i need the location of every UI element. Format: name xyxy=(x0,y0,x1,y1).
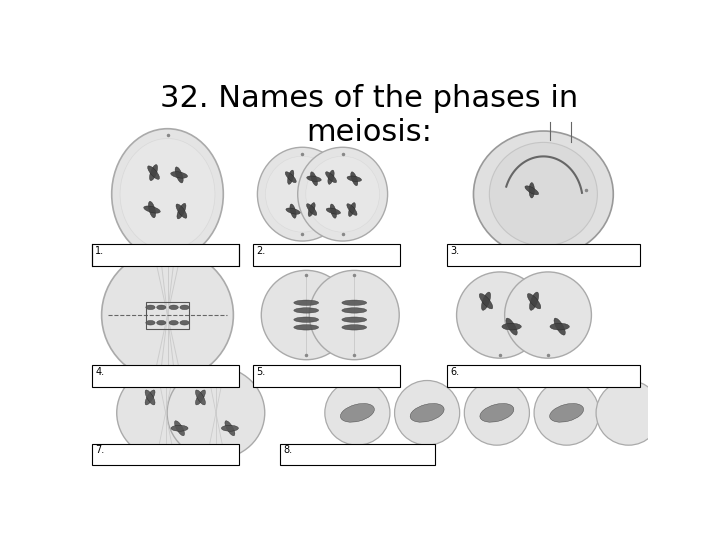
Ellipse shape xyxy=(144,206,161,213)
Ellipse shape xyxy=(464,381,529,445)
Ellipse shape xyxy=(221,426,238,431)
Ellipse shape xyxy=(525,186,539,195)
FancyBboxPatch shape xyxy=(253,244,400,266)
Ellipse shape xyxy=(287,170,294,184)
Ellipse shape xyxy=(410,403,444,422)
Ellipse shape xyxy=(527,294,541,309)
Text: 4.: 4. xyxy=(96,367,104,376)
Ellipse shape xyxy=(117,367,215,459)
Ellipse shape xyxy=(480,294,492,309)
Ellipse shape xyxy=(348,202,356,217)
Ellipse shape xyxy=(180,305,189,309)
Ellipse shape xyxy=(176,204,187,218)
FancyBboxPatch shape xyxy=(253,365,400,387)
Ellipse shape xyxy=(258,147,347,241)
Ellipse shape xyxy=(529,183,534,198)
Ellipse shape xyxy=(169,320,179,325)
Ellipse shape xyxy=(169,305,179,309)
Ellipse shape xyxy=(157,320,166,325)
Ellipse shape xyxy=(306,156,379,232)
Ellipse shape xyxy=(325,172,336,183)
Ellipse shape xyxy=(145,390,155,405)
Ellipse shape xyxy=(505,272,591,358)
Ellipse shape xyxy=(225,421,235,436)
FancyBboxPatch shape xyxy=(446,365,640,387)
Ellipse shape xyxy=(342,308,366,313)
Ellipse shape xyxy=(529,292,539,310)
Ellipse shape xyxy=(180,320,189,325)
Ellipse shape xyxy=(261,271,351,360)
Ellipse shape xyxy=(480,403,514,422)
Ellipse shape xyxy=(294,300,319,306)
Ellipse shape xyxy=(347,176,361,181)
Ellipse shape xyxy=(167,367,265,459)
Ellipse shape xyxy=(294,325,319,330)
Ellipse shape xyxy=(310,271,399,360)
Ellipse shape xyxy=(195,390,205,405)
Text: 32. Names of the phases in
meiosis:: 32. Names of the phases in meiosis: xyxy=(160,84,578,147)
Ellipse shape xyxy=(596,381,661,445)
Ellipse shape xyxy=(145,390,155,405)
Ellipse shape xyxy=(506,318,517,335)
Text: 1.: 1. xyxy=(96,246,104,256)
Ellipse shape xyxy=(290,204,296,218)
Ellipse shape xyxy=(307,204,317,215)
Ellipse shape xyxy=(351,172,358,186)
Ellipse shape xyxy=(550,323,570,330)
Ellipse shape xyxy=(171,172,187,178)
Ellipse shape xyxy=(148,201,156,218)
Ellipse shape xyxy=(145,320,155,325)
Ellipse shape xyxy=(286,208,300,214)
Ellipse shape xyxy=(330,204,336,218)
Ellipse shape xyxy=(342,325,366,330)
Ellipse shape xyxy=(150,165,158,180)
Ellipse shape xyxy=(195,390,205,405)
Ellipse shape xyxy=(342,300,366,306)
Ellipse shape xyxy=(328,170,334,184)
Ellipse shape xyxy=(157,305,166,309)
Ellipse shape xyxy=(325,381,390,445)
Ellipse shape xyxy=(490,143,598,246)
Ellipse shape xyxy=(326,208,341,214)
Ellipse shape xyxy=(174,421,184,436)
Ellipse shape xyxy=(308,202,315,217)
Ellipse shape xyxy=(145,305,155,309)
Ellipse shape xyxy=(285,172,296,183)
Ellipse shape xyxy=(395,381,459,445)
Text: 2.: 2. xyxy=(256,246,266,256)
Ellipse shape xyxy=(294,308,319,313)
FancyBboxPatch shape xyxy=(446,244,640,266)
Ellipse shape xyxy=(120,139,215,250)
Ellipse shape xyxy=(266,156,339,232)
Ellipse shape xyxy=(342,317,366,322)
Ellipse shape xyxy=(310,172,318,186)
Ellipse shape xyxy=(347,204,357,215)
Ellipse shape xyxy=(148,166,160,179)
Ellipse shape xyxy=(307,176,321,181)
Ellipse shape xyxy=(175,167,183,183)
Ellipse shape xyxy=(456,272,544,358)
Ellipse shape xyxy=(341,403,374,422)
Ellipse shape xyxy=(294,317,319,322)
FancyBboxPatch shape xyxy=(280,444,435,465)
Ellipse shape xyxy=(297,147,387,241)
FancyBboxPatch shape xyxy=(91,244,239,266)
Ellipse shape xyxy=(482,292,490,310)
Text: 3.: 3. xyxy=(451,246,459,256)
Ellipse shape xyxy=(534,381,599,445)
Ellipse shape xyxy=(554,318,565,335)
Text: 8.: 8. xyxy=(284,445,293,455)
Ellipse shape xyxy=(549,403,584,422)
Ellipse shape xyxy=(102,249,233,381)
Ellipse shape xyxy=(177,204,186,219)
FancyBboxPatch shape xyxy=(91,365,239,387)
Text: 7.: 7. xyxy=(96,445,104,455)
Ellipse shape xyxy=(474,131,613,257)
FancyBboxPatch shape xyxy=(91,444,239,465)
Ellipse shape xyxy=(112,129,223,260)
Text: 6.: 6. xyxy=(451,367,459,376)
Ellipse shape xyxy=(502,323,521,330)
Text: 5.: 5. xyxy=(256,367,266,376)
Ellipse shape xyxy=(171,426,188,431)
